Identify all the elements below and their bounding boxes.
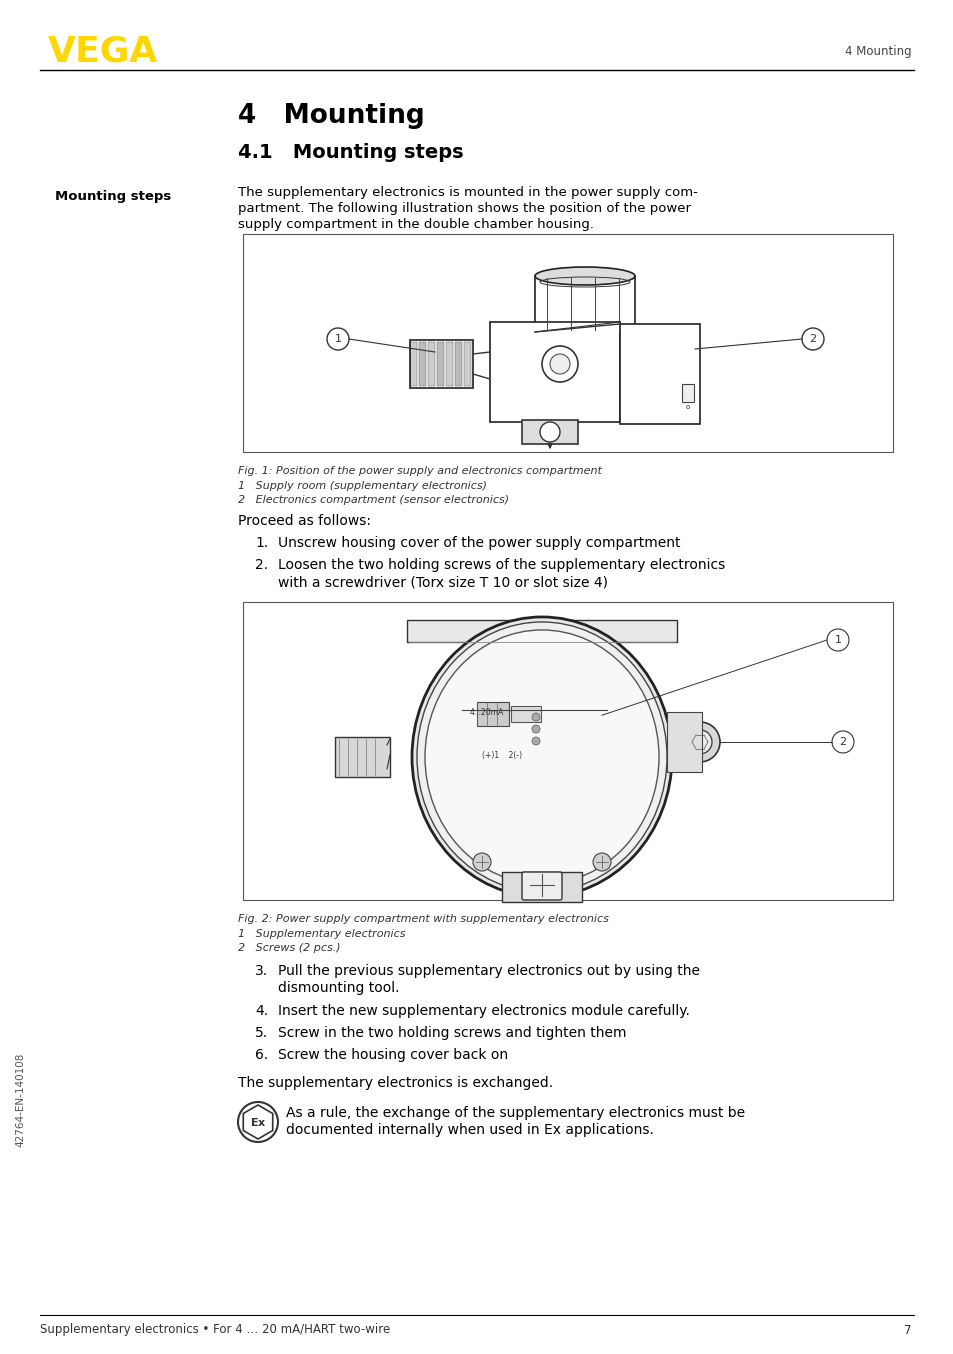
Text: 1.: 1. [254,536,268,550]
Bar [501,872,581,902]
Text: 4...20mA: 4...20mA [470,708,504,718]
Text: 2: 2 [808,334,816,344]
Bar [455,343,461,386]
Text: 1: 1 [335,334,341,344]
Circle shape [801,328,823,349]
Circle shape [826,630,848,651]
Text: Proceed as follows:: Proceed as follows: [237,515,371,528]
Text: 3.: 3. [254,964,268,978]
Text: 2: 2 [839,737,845,747]
Text: supply compartment in the double chamber housing.: supply compartment in the double chamber… [237,218,594,232]
Text: (+)1    2(-): (+)1 2(-) [481,751,521,760]
Circle shape [237,1102,277,1141]
Text: 4.1   Mounting steps: 4.1 Mounting steps [237,142,463,161]
Bar [335,737,390,777]
Text: As a rule, the exchange of the supplementary electronics must be: As a rule, the exchange of the supplemen… [286,1106,744,1120]
Bar [243,234,892,452]
Bar [436,343,443,386]
Bar [463,343,471,386]
Circle shape [550,353,569,374]
Bar [410,343,416,386]
Text: VEGA: VEGA [48,35,158,69]
Circle shape [679,722,720,762]
Text: 4.: 4. [254,1005,268,1018]
Text: 5.: 5. [254,1026,268,1040]
Bar [511,705,540,722]
Circle shape [593,853,610,871]
Bar [446,343,453,386]
Text: 1   Supply room (supplementary electronics): 1 Supply room (supplementary electronics… [237,481,486,492]
Bar [666,712,701,772]
Text: Loosen the two holding screws of the supplementary electronics: Loosen the two holding screws of the sup… [277,558,724,571]
Text: partment. The following illustration shows the position of the power: partment. The following illustration sho… [237,202,690,215]
Text: 42764-EN-140108: 42764-EN-140108 [15,1053,25,1147]
Circle shape [831,731,853,753]
Text: Insert the new supplementary electronics module carefully.: Insert the new supplementary electronics… [277,1005,689,1018]
Circle shape [532,724,539,733]
Circle shape [532,714,539,720]
Circle shape [532,737,539,745]
Bar [428,343,435,386]
Text: dismounting tool.: dismounting tool. [277,982,399,995]
Text: 2.: 2. [254,558,268,571]
Bar [535,276,635,332]
Ellipse shape [424,630,659,884]
Ellipse shape [535,267,635,284]
Circle shape [539,422,559,441]
Text: with a screwdriver (Torx size T 10 or slot size 4): with a screwdriver (Torx size T 10 or sl… [277,575,607,589]
Text: Unscrew housing cover of the power supply compartment: Unscrew housing cover of the power suppl… [277,536,679,550]
Circle shape [687,730,711,754]
Ellipse shape [535,325,635,338]
Text: Screw in the two holding screws and tighten them: Screw in the two holding screws and tigh… [277,1026,626,1040]
Text: Fig. 1: Position of the power supply and electronics compartment: Fig. 1: Position of the power supply and… [237,466,601,477]
Text: Pull the previous supplementary electronics out by using the: Pull the previous supplementary electron… [277,964,700,978]
Polygon shape [243,1105,273,1139]
Bar [476,703,509,726]
Bar [681,385,693,402]
Text: o: o [685,403,689,410]
Bar [521,420,578,444]
Ellipse shape [416,621,666,892]
Text: Supplementary electronics • For 4 … 20 mA/HART two-wire: Supplementary electronics • For 4 … 20 m… [40,1323,390,1336]
Text: 2   Screws (2 pcs.): 2 Screws (2 pcs.) [237,942,340,953]
Circle shape [541,347,578,382]
Bar [407,620,677,642]
Bar [418,343,426,386]
Text: 2   Electronics compartment (sensor electronics): 2 Electronics compartment (sensor electr… [237,496,509,505]
Ellipse shape [412,617,671,896]
Circle shape [473,853,491,871]
Text: The supplementary electronics is mounted in the power supply com-: The supplementary electronics is mounted… [237,185,698,199]
Bar [243,603,892,900]
Text: 4 Mounting: 4 Mounting [844,46,911,58]
Text: 1   Supplementary electronics: 1 Supplementary electronics [237,929,405,940]
Circle shape [327,328,349,349]
Bar [619,324,700,424]
Text: documented internally when used in Ex applications.: documented internally when used in Ex ap… [286,1122,653,1137]
FancyBboxPatch shape [521,872,561,900]
Text: 7: 7 [903,1323,911,1336]
Text: $\mathbf{Ex}$: $\mathbf{Ex}$ [250,1116,266,1128]
Bar [410,340,473,389]
Text: 1: 1 [834,635,841,645]
Text: The supplementary electronics is exchanged.: The supplementary electronics is exchang… [237,1076,553,1090]
Text: Fig. 2: Power supply compartment with supplementary electronics: Fig. 2: Power supply compartment with su… [237,914,608,923]
Text: Screw the housing cover back on: Screw the housing cover back on [277,1048,508,1062]
Bar [490,322,619,422]
Text: Mounting steps: Mounting steps [55,190,172,203]
Text: 6.: 6. [254,1048,268,1062]
Text: 4   Mounting: 4 Mounting [237,103,424,129]
